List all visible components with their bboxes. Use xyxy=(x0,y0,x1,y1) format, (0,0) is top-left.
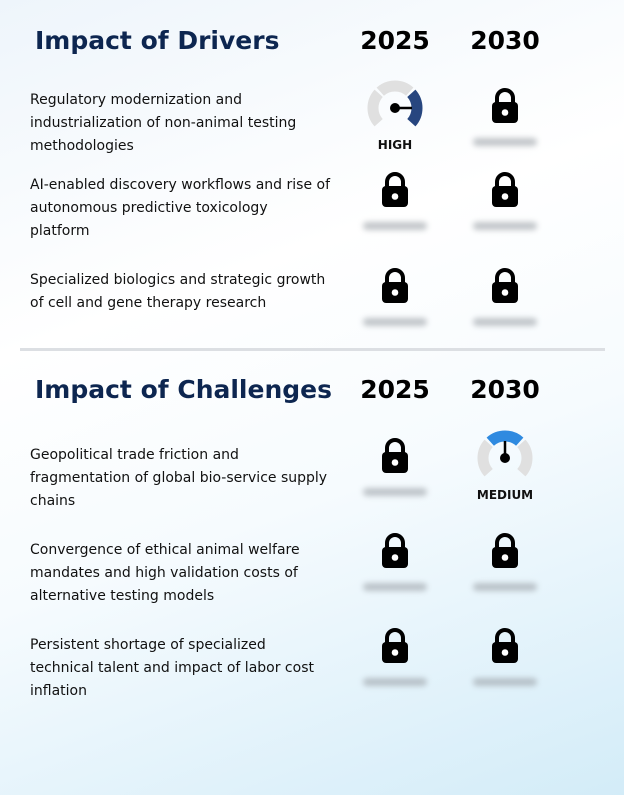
blurred-level xyxy=(363,222,427,230)
locked-cell xyxy=(340,268,450,326)
blurred-level xyxy=(473,222,537,230)
locked-cell xyxy=(340,438,450,496)
blurred-level xyxy=(473,678,537,686)
locked-cell xyxy=(450,88,560,146)
year-header: 2030 xyxy=(470,375,540,404)
locked-cell xyxy=(450,268,560,326)
gauge-segment xyxy=(376,80,414,97)
blurred-level xyxy=(473,583,537,591)
blurred-level xyxy=(473,318,537,326)
row-label: Convergence of ethical animal welfare ma… xyxy=(30,542,300,604)
lock-icon xyxy=(492,628,518,663)
lock-icon xyxy=(382,268,408,303)
impact-gauge: HIGH xyxy=(340,78,450,152)
gauge-segment xyxy=(477,439,494,477)
locked-cell xyxy=(450,533,560,591)
gauge-segment xyxy=(486,430,524,447)
impact-level: MEDIUM xyxy=(476,488,534,502)
year-header: 2025 xyxy=(360,375,430,404)
blurred-level xyxy=(473,138,537,146)
row-label: Persistent shortage of specialized techn… xyxy=(30,637,314,699)
blurred-level xyxy=(363,488,427,496)
lock-icon xyxy=(492,533,518,568)
lock-icon xyxy=(492,268,518,303)
lock-icon xyxy=(382,628,408,663)
gauge-segment xyxy=(367,89,384,127)
row-label: Regulatory modernization and industriali… xyxy=(30,92,297,154)
section-title: Impact of Drivers xyxy=(35,26,280,55)
gauge-segment xyxy=(516,439,533,477)
section-divider xyxy=(20,348,605,351)
row-label: Geopolitical trade friction and fragment… xyxy=(30,447,328,509)
gauge-icon xyxy=(367,80,423,127)
locked-cell xyxy=(450,628,560,686)
blurred-level xyxy=(363,678,427,686)
row-label: Specialized biologics and strategic grow… xyxy=(30,272,326,311)
lock-icon xyxy=(382,172,408,207)
impact-gauge: MEDIUM xyxy=(450,428,560,502)
blurred-level xyxy=(363,583,427,591)
lock-icon xyxy=(492,172,518,207)
gauge-segment xyxy=(406,89,423,127)
lock-icon xyxy=(382,533,408,568)
year-header: 2030 xyxy=(470,26,540,55)
lock-icon xyxy=(492,88,518,123)
lock-icon xyxy=(382,438,408,473)
year-header: 2025 xyxy=(360,26,430,55)
row-label: AI-enabled discovery workflows and rise … xyxy=(30,177,331,239)
gauge-icon xyxy=(477,430,533,477)
locked-cell xyxy=(340,628,450,686)
locked-cell xyxy=(450,172,560,230)
blurred-level xyxy=(363,318,427,326)
locked-cell xyxy=(340,172,450,230)
section-title: Impact of Challenges xyxy=(35,375,332,404)
locked-cell xyxy=(340,533,450,591)
impact-level: HIGH xyxy=(377,138,413,152)
